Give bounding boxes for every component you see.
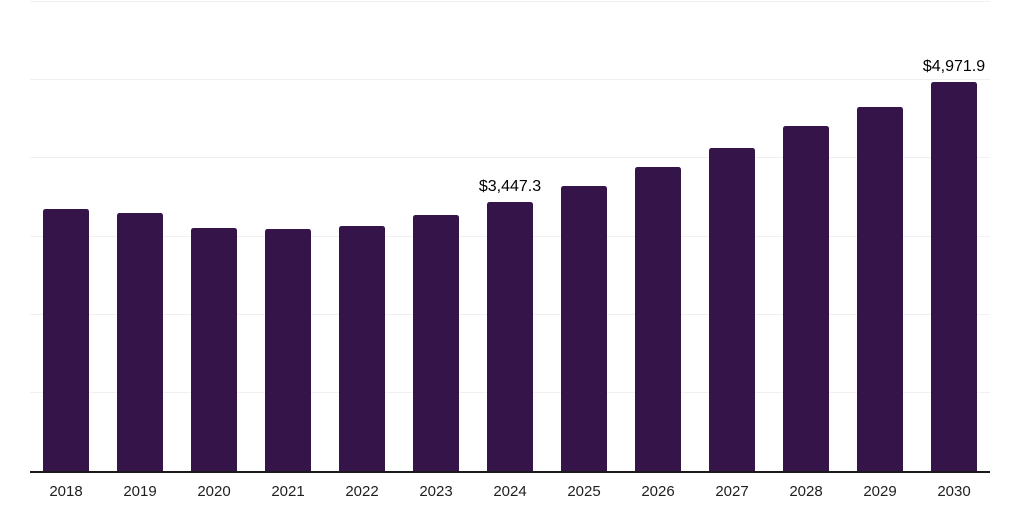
bar-2029: [857, 107, 903, 471]
x-tick-label-2030: 2030: [937, 483, 971, 500]
x-tick-label-2021: 2021: [271, 483, 305, 500]
x-axis-line: [30, 471, 990, 473]
x-tick-label-2026: 2026: [641, 483, 675, 500]
bar-2025: [561, 185, 607, 471]
value-label-2030: $4,971.9: [922, 58, 986, 76]
x-tick-label-2028: 2028: [789, 483, 823, 500]
bar-2030: [931, 82, 977, 471]
gridline-6000: [30, 1, 990, 2]
x-tick-label-2029: 2029: [863, 483, 897, 500]
bar-2022: [339, 226, 385, 471]
x-tick-label-2025: 2025: [567, 483, 601, 500]
x-tick-label-2020: 2020: [197, 483, 231, 500]
x-tick-label-2023: 2023: [419, 483, 453, 500]
bar-2026: [635, 167, 681, 471]
bar-2021: [265, 229, 311, 471]
x-tick-label-2027: 2027: [715, 483, 749, 500]
x-tick-label-2018: 2018: [49, 483, 83, 500]
value-label-2024: $3,447.3: [478, 177, 542, 195]
bar-2023: [413, 215, 459, 471]
gridline-4000: [30, 157, 990, 159]
bar-2018: [43, 209, 89, 471]
x-tick-label-2019: 2019: [123, 483, 157, 500]
x-tick-label-2022: 2022: [345, 483, 379, 500]
plot-area: $3,447.3 $4,971.9: [30, 1, 990, 473]
bar-2020: [191, 227, 237, 471]
gridline-5000: [30, 79, 990, 81]
bar-2028: [783, 125, 829, 471]
bar-2027: [709, 147, 755, 471]
x-tick-label-2024: 2024: [493, 483, 527, 500]
bar-2024: [487, 201, 533, 471]
bar-2019: [117, 213, 163, 471]
